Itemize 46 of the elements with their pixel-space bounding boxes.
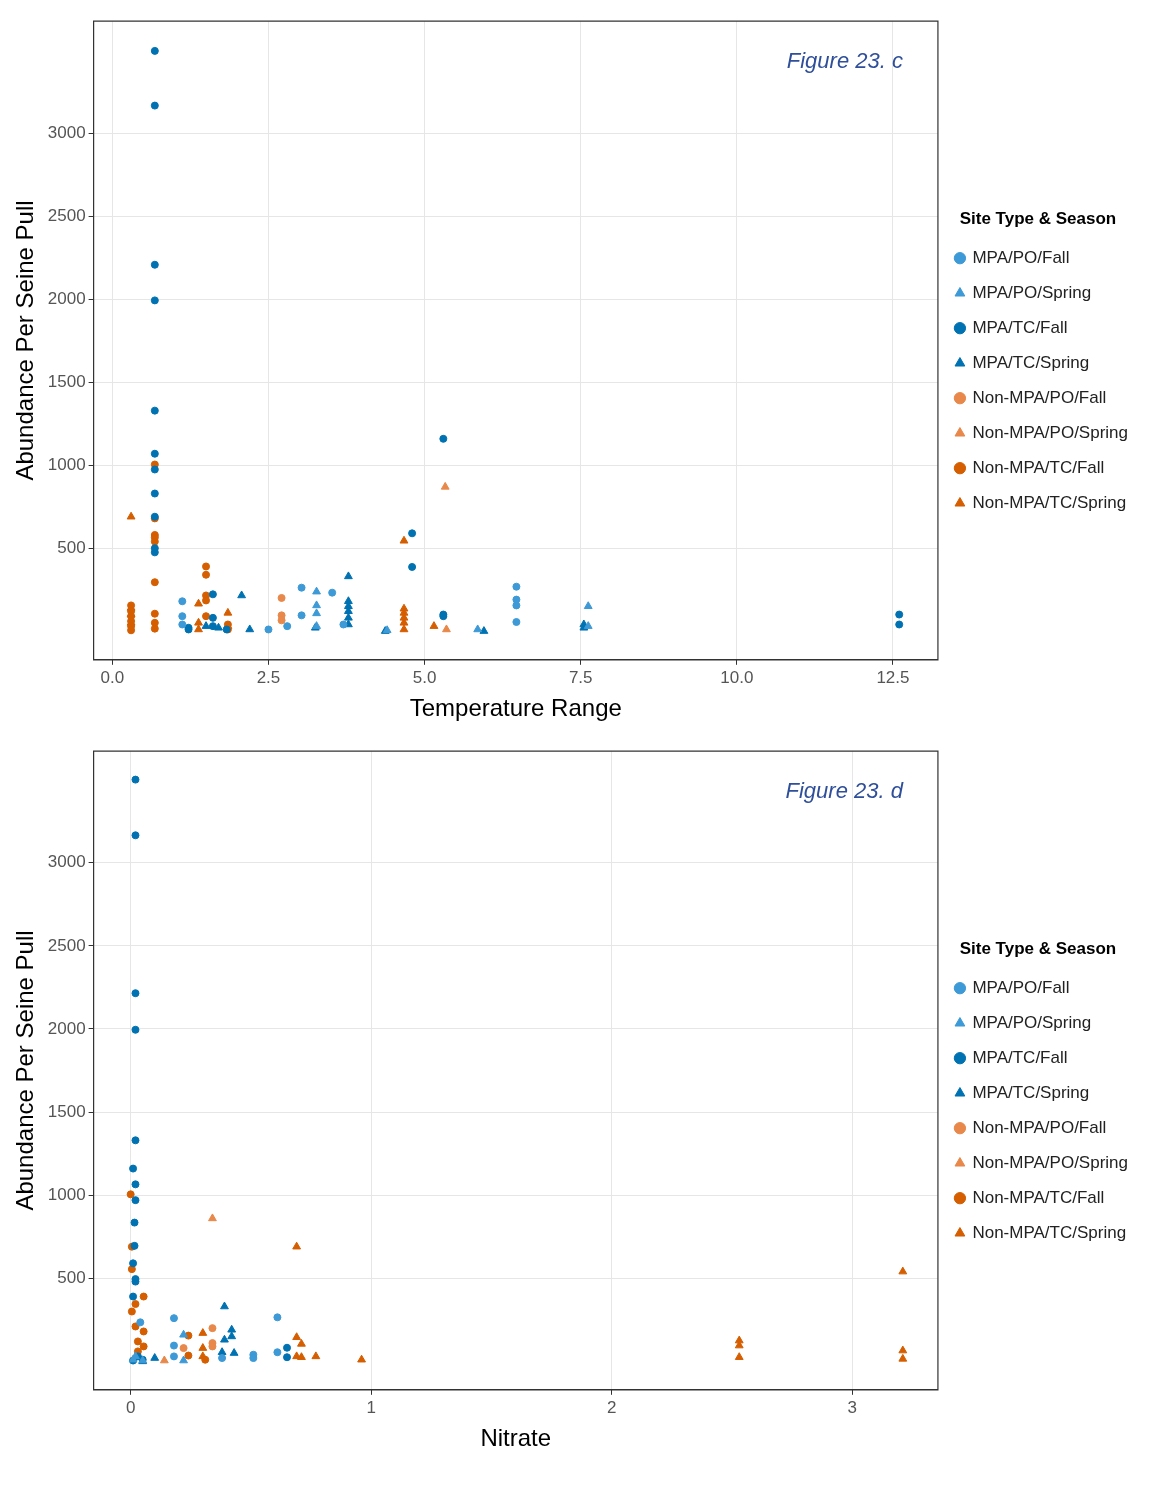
y-tick-label: 1000 — [47, 1184, 86, 1204]
legend-label: Non-MPA/PO/Spring — [972, 422, 1128, 442]
x-tick-label: 10.0 — [720, 667, 754, 687]
legend-label: Non-MPA/TC/Spring — [972, 492, 1127, 512]
y-tick-label: 2000 — [47, 1018, 86, 1038]
x-tick-label: 0 — [125, 1397, 136, 1417]
legend-label: MPA/PO/Spring — [972, 1012, 1092, 1032]
y-tick-label: 3000 — [47, 123, 86, 143]
legend-label: Non-MPA/PO/Fall — [972, 387, 1107, 407]
y-tick-label: 1500 — [47, 1101, 86, 1121]
legend-label: MPA/TC/Spring — [972, 1082, 1090, 1102]
x-tick-label: 3 — [847, 1397, 858, 1417]
legend-label: Non-MPA/TC/Fall — [972, 457, 1105, 477]
legend-label: MPA/TC/Spring — [972, 352, 1090, 372]
x-axis-title: Temperature Range — [409, 694, 622, 722]
y-tick-label: 3000 — [47, 852, 86, 872]
legend-label: Non-MPA/PO/Fall — [972, 1117, 1107, 1137]
y-axis-title: Abundance Per Seine Pull — [11, 200, 39, 481]
x-tick-label: 7.5 — [568, 667, 593, 687]
y-tick-label: 2000 — [47, 289, 86, 309]
x-tick-label: 5.0 — [412, 667, 437, 687]
y-tick-label: 500 — [57, 1267, 86, 1287]
legend-label: Non-MPA/TC/Fall — [972, 1187, 1105, 1207]
legend-label: Non-MPA/PO/Spring — [972, 1152, 1128, 1172]
legend-label: MPA/PO/Spring — [972, 282, 1092, 302]
y-tick-label: 1000 — [47, 455, 86, 475]
legend-label: MPA/TC/Fall — [972, 317, 1068, 337]
x-tick-label: 0.0 — [100, 667, 125, 687]
x-tick-label: 2 — [607, 1397, 617, 1417]
legend-label: MPA/PO/Fall — [972, 247, 1070, 267]
legend-title: Site Type & Season — [959, 939, 1117, 959]
legend-label: MPA/PO/Fall — [972, 977, 1070, 997]
legend-label: MPA/TC/Fall — [972, 1047, 1068, 1067]
annotation: Figure 23. c — [786, 48, 903, 74]
legend-title: Site Type & Season — [959, 209, 1117, 229]
y-tick-label: 2500 — [47, 206, 86, 226]
y-tick-label: 2500 — [47, 935, 86, 955]
y-tick-label: 1500 — [47, 372, 86, 392]
legend-label: Non-MPA/TC/Spring — [972, 1222, 1127, 1242]
annotation: Figure 23. d — [785, 778, 904, 804]
y-tick-label: 500 — [57, 537, 86, 557]
x-tick-label: 12.5 — [876, 667, 910, 687]
x-tick-label: 1 — [366, 1397, 376, 1417]
y-axis-title: Abundance Per Seine Pull — [11, 930, 39, 1211]
x-axis-title: Nitrate — [480, 1424, 552, 1452]
x-tick-label: 2.5 — [256, 667, 281, 687]
